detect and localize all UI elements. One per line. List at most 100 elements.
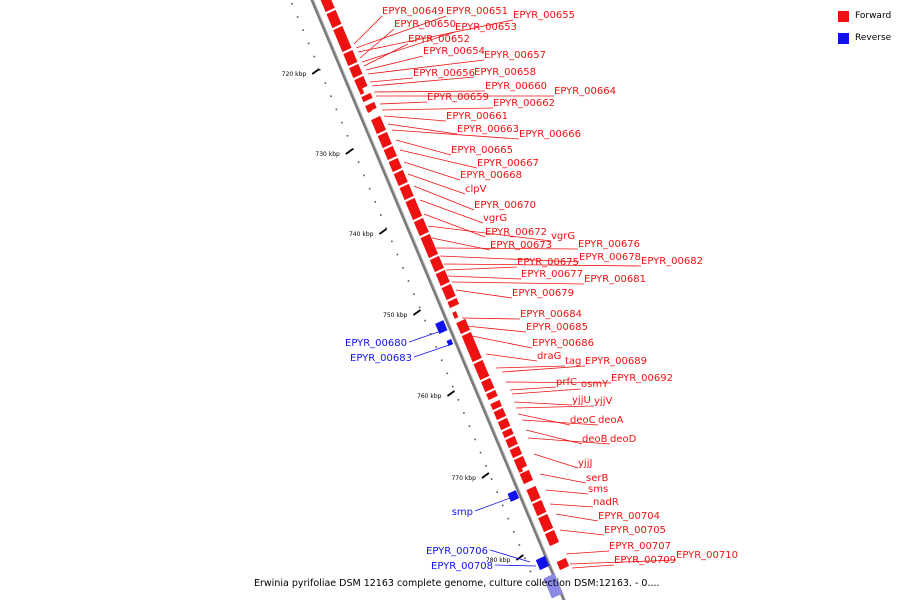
scale-dot <box>424 319 426 322</box>
gene-block <box>377 131 392 149</box>
label-leader <box>427 225 552 242</box>
legend-reverse: Reverse <box>838 30 891 46</box>
reverse-label: Reverse <box>855 33 892 43</box>
gene-label: yjjV <box>594 396 612 407</box>
scale-dot <box>535 583 537 586</box>
gene-block <box>399 183 414 201</box>
label-leader <box>511 388 582 395</box>
label-leader <box>505 381 612 384</box>
label-leader <box>571 564 615 569</box>
label-leader <box>353 15 383 45</box>
gene-label: EPYR_00650 <box>394 19 456 30</box>
backbone-line <box>310 0 566 600</box>
label-leader <box>359 28 395 59</box>
tick-label: 780 kbp <box>486 557 511 564</box>
map-caption: Erwinia pyrifoliae DSM 12163 complete ge… <box>254 578 660 589</box>
gene-block <box>405 197 423 221</box>
gene-label: yjjJ <box>578 458 592 469</box>
label-leader <box>513 401 573 406</box>
gene-label: EPYR_00677 <box>521 269 583 280</box>
gene-block <box>509 445 523 459</box>
label-leader <box>447 275 522 280</box>
label-leader <box>357 19 514 53</box>
scale-dot <box>518 544 521 546</box>
label-leader <box>363 43 409 67</box>
label-leader <box>521 419 599 426</box>
gene-label: EPYR_00660 <box>485 81 547 92</box>
gene-block <box>513 455 528 471</box>
gene-label: deoB <box>582 434 608 445</box>
label-leader <box>474 497 511 512</box>
gene-label: serB <box>586 473 608 484</box>
gene-label: EPYR_00680 <box>345 338 407 349</box>
label-leader <box>407 173 466 195</box>
gene-block <box>435 269 450 287</box>
scale-dot <box>418 306 421 309</box>
gene-block <box>507 490 520 502</box>
scale-dot <box>385 227 388 229</box>
gene-label: EPYR_00689 <box>585 356 647 367</box>
gene-block <box>473 359 490 381</box>
gene-label: vgrG <box>483 213 507 224</box>
tick-mark <box>311 68 320 75</box>
gene-block <box>326 9 342 29</box>
label-leader <box>549 503 594 508</box>
scale-dot <box>479 451 482 454</box>
label-leader <box>465 325 527 333</box>
tick-mark <box>412 309 421 316</box>
label-leader <box>408 329 445 343</box>
gene-block <box>383 145 397 161</box>
gene-label: EPYR_00652 <box>408 34 470 45</box>
gene-label: EPYR_00673 <box>490 240 552 251</box>
scale-dot <box>313 55 316 58</box>
scale-dot <box>435 346 438 348</box>
gene-label: EPYR_00662 <box>493 98 555 109</box>
gene-block <box>343 49 358 67</box>
label-leader <box>517 413 571 426</box>
label-leader <box>525 429 583 445</box>
scale-dot <box>318 69 321 71</box>
gene-label: EPYR_00655 <box>513 10 575 21</box>
label-leader <box>423 213 486 238</box>
gene-block <box>535 555 550 571</box>
gene-block <box>354 75 368 91</box>
scale-dot <box>440 359 443 361</box>
gene-block <box>358 87 365 95</box>
gene-block <box>365 105 372 113</box>
gene-block <box>493 407 507 421</box>
label-leader <box>461 317 521 320</box>
gene-block <box>502 427 514 439</box>
scale-dot <box>391 240 393 243</box>
gene-block <box>435 320 448 334</box>
tick-mark <box>481 472 490 479</box>
tick-label: 720 kbp <box>282 71 307 78</box>
gene-block <box>532 499 547 517</box>
scale-dots <box>291 3 537 586</box>
label-leader <box>371 76 475 87</box>
gene-label: EPYR_00651 <box>446 6 508 17</box>
label-leader <box>527 437 611 445</box>
reverse-swatch <box>838 32 849 44</box>
tick-mark <box>446 390 456 397</box>
gene-label: EPYR_00659 <box>427 92 489 103</box>
label-leader <box>369 77 414 83</box>
gene-label: EPYR_00705 <box>604 525 666 536</box>
gene-label: clpV <box>465 184 487 195</box>
label-leader <box>471 335 533 349</box>
gene-block <box>447 297 460 309</box>
gene-label: draG <box>537 351 561 362</box>
gene-label: tag <box>565 356 581 367</box>
gene-block <box>429 255 444 273</box>
label-leader <box>445 266 518 271</box>
gene-label: EPYR_00664 <box>554 86 616 97</box>
gene-label: EPYR_00657 <box>484 50 546 61</box>
scale-dot <box>474 438 476 441</box>
scale-dot <box>291 3 293 5</box>
label-leader <box>515 405 595 409</box>
label-leader <box>569 559 677 565</box>
gene-block <box>526 485 541 503</box>
gene-label: EPYR_00658 <box>474 67 536 78</box>
gene-label: EPYR_00653 <box>455 22 517 33</box>
label-leader <box>559 529 605 536</box>
tick-label: 730 kbp <box>315 151 340 158</box>
